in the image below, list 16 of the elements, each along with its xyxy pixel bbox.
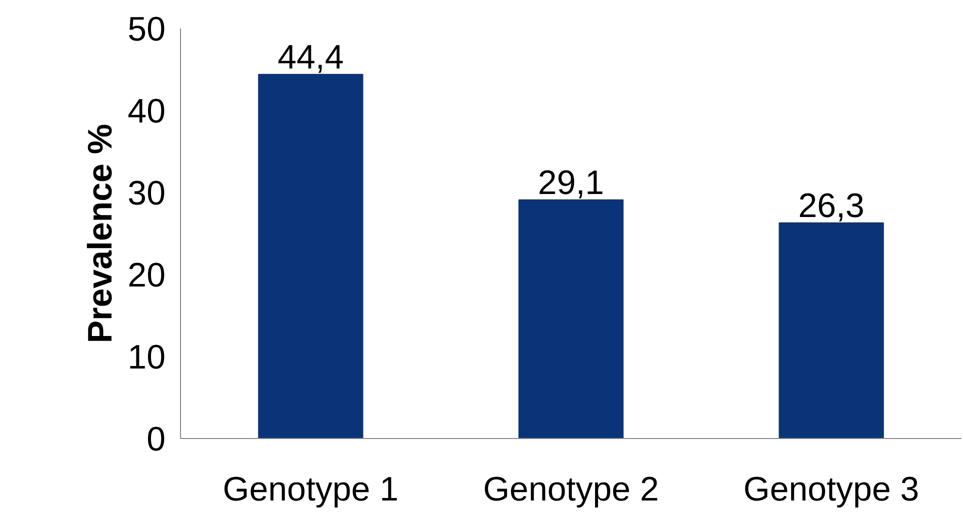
y-tick-label: 20 [128, 256, 166, 294]
y-tick-label: 40 [128, 92, 166, 130]
bar [518, 199, 624, 438]
x-tick-label: Genotype 3 [743, 470, 920, 508]
data-label: 44,4 [278, 38, 344, 76]
y-axis-title: Prevalence % [82, 124, 120, 344]
data-label: 26,3 [798, 186, 864, 225]
y-tick-label: 10 [128, 338, 166, 376]
data-label: 29,1 [538, 164, 604, 202]
y-tick-label: 30 [128, 174, 166, 212]
bar [778, 222, 884, 438]
x-tick-label: Genotype 1 [222, 470, 399, 508]
bar [258, 74, 364, 438]
x-tick-label: Genotype 2 [483, 470, 659, 508]
y-tick-label: 0 [146, 420, 166, 458]
y-tick-label: 50 [128, 10, 166, 48]
